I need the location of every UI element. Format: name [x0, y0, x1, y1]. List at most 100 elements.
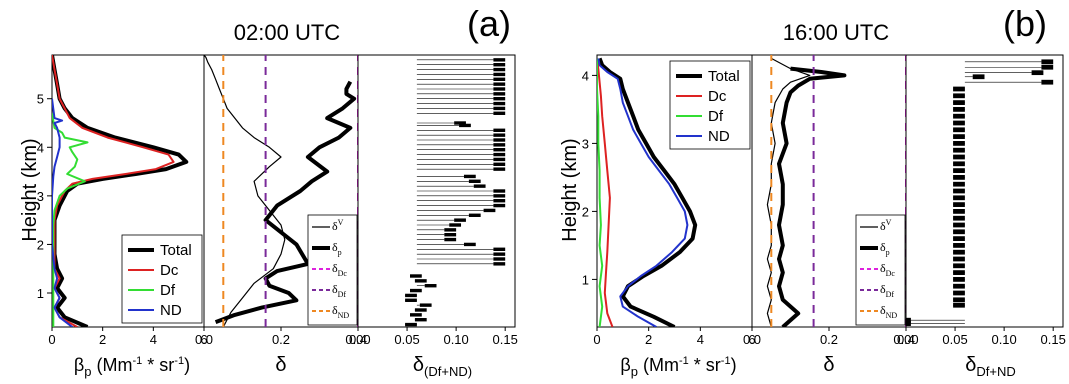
bar-mark [493, 203, 506, 208]
bar-mark [449, 223, 462, 227]
bar-mark [493, 257, 506, 261]
bar-mark [493, 97, 506, 101]
x-tick-label: 4 [150, 332, 157, 347]
legend-box [855, 214, 906, 326]
x-tick-label: 0.00 [893, 332, 918, 347]
x-axis-label: δ [275, 354, 286, 376]
bar-mark [493, 128, 506, 132]
legend-label: Dc [708, 88, 727, 105]
y-tick-label: 5 [37, 92, 44, 107]
bar-mark [493, 67, 506, 72]
plot-frame [905, 54, 1064, 328]
y-tick-label: 2 [582, 204, 589, 219]
series-line-δp [777, 66, 847, 327]
series-line-δV [204, 55, 286, 327]
bar-mark [493, 58, 506, 62]
bar-mark [972, 74, 985, 80]
x-axis-label: δDf+ND [965, 354, 1016, 379]
x-tick-label: 2 [99, 332, 106, 347]
plot-area [597, 57, 698, 327]
bar-mark [493, 138, 506, 142]
y-tick-label: 4 [582, 68, 589, 83]
bar-mark [468, 179, 481, 183]
bar-mark [454, 218, 466, 222]
chart-panel-a: 02:00 UTC (a) Height (km) 1 2 3 4 5 0 2 4 6 βp (Mm-1… [19, 3, 518, 379]
bar-mark [493, 106, 506, 111]
x-tick-label: 0.15 [1041, 332, 1066, 347]
bar-mark [493, 152, 506, 157]
bar-mark [493, 189, 506, 193]
y-tick-label: 3 [37, 189, 44, 204]
legend-label: δND [332, 303, 349, 320]
bar-mark [493, 247, 506, 251]
legend-label: Df [708, 108, 724, 125]
x-axis-label: βp (Mm-1 * sr-1) [620, 355, 736, 379]
legend-label: δp [880, 240, 890, 257]
subplot-1: 0 2 4 6 βp (Mm-1 * sr-1) Total Dc Df ND [48, 54, 208, 379]
plot-area [52, 55, 189, 327]
bar-mark [493, 63, 506, 67]
x-tick-label: 6 [748, 332, 755, 347]
x-tick-label: 0.05 [942, 332, 967, 347]
x-tick-label: 0.0 [195, 332, 213, 347]
subplot-2: 0.0 0.2 0.4 δ δV δp δDc δDf δND [743, 54, 915, 376]
bar-mark [463, 242, 476, 247]
bar-mark [493, 77, 506, 81]
legend-label: δDf [332, 282, 346, 299]
bar-mark [493, 111, 506, 115]
x-tick-label: 0 [48, 332, 55, 347]
series-line-Df [52, 113, 89, 327]
x-axis-label: δ(Df+ND) [413, 354, 472, 379]
x-tick-label: 0.0 [743, 332, 761, 347]
bar-mark [483, 208, 496, 213]
bar-mark [493, 167, 506, 171]
x-tick-label: 6 [200, 332, 207, 347]
legend-label: δDf [880, 282, 894, 299]
series-line-ND [597, 58, 689, 327]
legend-label: δDc [332, 261, 347, 278]
legend: δV δp δDc δDf δND [307, 214, 358, 326]
legend-box [307, 214, 358, 326]
legend-label: δND [880, 303, 897, 320]
bar-mark [459, 123, 471, 128]
bar-mark [444, 233, 457, 237]
plot-area [906, 59, 1054, 326]
chart-panel-b: 16:00 UTC (b) Height (km) 1 2 3 4 0 2 4 6 βp (Mm-1 … [559, 3, 1066, 379]
x-tick-label: 0.4 [897, 332, 915, 347]
bar-mark [463, 174, 476, 179]
x-tick-label: 0.10 [443, 332, 468, 347]
plot-frame [357, 54, 516, 328]
legend-label: δp [332, 240, 342, 257]
bar-mark [493, 262, 506, 266]
bar-mark [493, 101, 506, 106]
y-tick-label: 2 [37, 237, 44, 252]
legend-label: δV [332, 218, 344, 233]
bar-mark [493, 157, 506, 162]
legend: Total Dc Df ND [669, 60, 751, 150]
subplot-3: 0.00 0.05 0.10 0.15 δDf+ND [893, 54, 1066, 379]
bar-mark [493, 148, 506, 152]
bar-mark [414, 279, 427, 283]
bar-mark [454, 121, 466, 125]
bar-mark [414, 308, 427, 312]
bar-mark [1041, 59, 1054, 65]
x-tick-label: 4 [697, 332, 704, 347]
panel-letter: (a) [467, 3, 511, 44]
x-tick-label: 0.15 [493, 332, 518, 347]
bar-mark [493, 133, 506, 137]
legend-label: δV [880, 218, 892, 233]
bar-mark [468, 213, 481, 217]
legend: δV δp δDc δDf δND [855, 214, 906, 326]
bar-mark [473, 184, 486, 188]
x-tick-label: 0.2 [272, 332, 290, 347]
y-tick-label: 4 [37, 140, 44, 155]
bar-mark [1041, 79, 1054, 85]
bar-mark [493, 252, 506, 256]
bar-mark [424, 284, 437, 288]
series-line-ND [52, 98, 73, 327]
bar-mark [419, 303, 432, 307]
bar-mark [493, 143, 506, 147]
subplot-1: 0 2 4 6 βp (Mm-1 * sr-1) Total Dc Df ND [593, 54, 756, 379]
chart-title: 02:00 UTC [234, 20, 340, 45]
